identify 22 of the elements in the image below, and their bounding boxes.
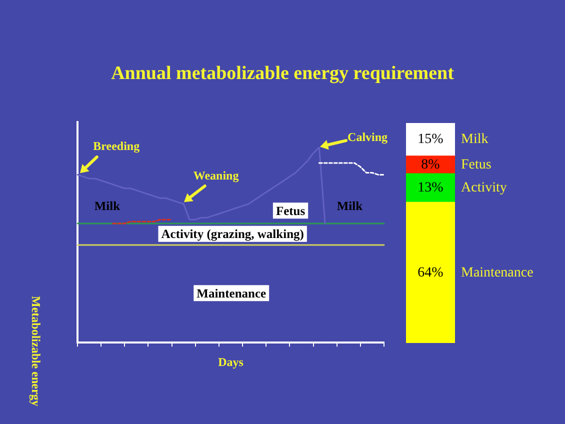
data-label: 64%: [418, 265, 444, 280]
series-label: Activity: [461, 180, 507, 196]
bar: [406, 123, 455, 156]
y-axis-title: Metabolizable energy: [28, 296, 43, 406]
annotation: Fetus: [276, 204, 306, 218]
series-label: Maintenance: [461, 265, 534, 280]
annotation: Activity (grazing, walking): [161, 227, 304, 242]
data-label: 8%: [421, 157, 440, 172]
annotation: Milk: [94, 198, 120, 213]
data-label: 13%: [418, 180, 444, 196]
bar: [406, 173, 455, 203]
bar: [406, 202, 455, 343]
data-label: 15%: [418, 132, 444, 148]
series-label: Fetus: [461, 157, 492, 172]
annotation: Maintenance: [196, 286, 267, 300]
series-label: Milk: [461, 132, 488, 148]
chart-title: Annual metabolizable energy requirement: [110, 63, 455, 85]
annotation: Milk: [336, 198, 363, 213]
annotation: Weaning: [193, 168, 239, 183]
annotation: Breeding: [93, 139, 140, 154]
text: Calving: [348, 130, 388, 144]
x-axis-title: Days: [218, 354, 244, 369]
